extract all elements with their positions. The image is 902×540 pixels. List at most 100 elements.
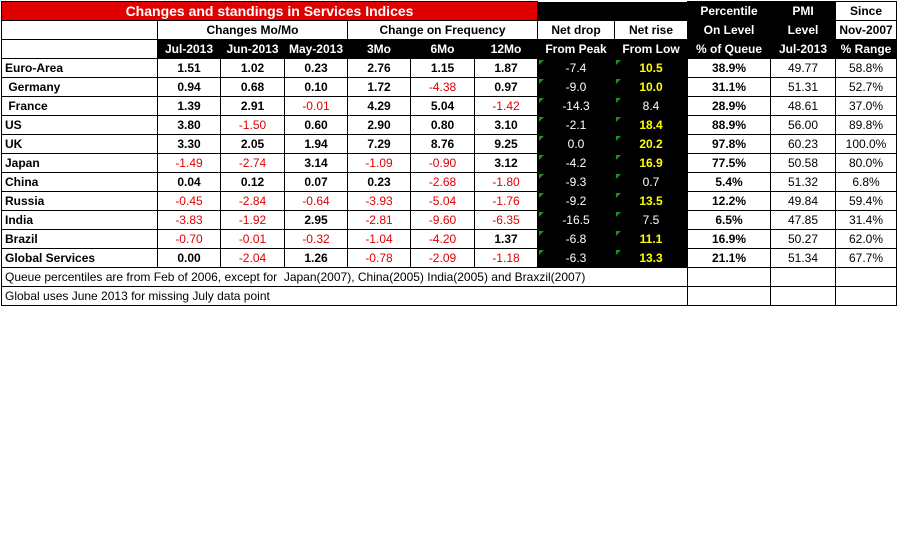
percentile-value: 77.5% — [687, 153, 771, 173]
header-net-drop: Net drop — [537, 20, 615, 40]
change-value: 5.04 — [410, 96, 475, 116]
net-rise-value: 18.4 — [614, 115, 688, 135]
header-blank — [614, 1, 688, 21]
change-value: 3.14 — [284, 153, 348, 173]
pmi-value: 48.61 — [770, 96, 836, 116]
change-value: -2.68 — [410, 172, 475, 192]
change-value: 3.30 — [157, 134, 221, 154]
column-header: % Range — [835, 39, 897, 59]
empty-cell — [835, 267, 897, 287]
change-value: 0.12 — [220, 172, 285, 192]
net-drop-value: -9.0 — [537, 77, 615, 97]
net-rise-value: 13.3 — [614, 248, 688, 268]
range-value: 58.8% — [835, 58, 897, 78]
table-row: Japan -1.49 -2.74 3.14 -1.09 -0.90 3.12 -4.2 16.… — [1, 153, 897, 173]
net-drop-value: -4.2 — [537, 153, 615, 173]
region-name: India — [1, 210, 158, 230]
column-header: From Peak — [537, 39, 615, 59]
net-rise-value: 20.2 — [614, 134, 688, 154]
header-since-date: Nov-2007 — [835, 20, 897, 40]
change-value: 1.51 — [157, 58, 221, 78]
column-header: Jul-2013 — [157, 39, 221, 59]
percentile-value: 21.1% — [687, 248, 771, 268]
column-header: Jul-2013 — [770, 39, 836, 59]
change-value: 0.07 — [284, 172, 348, 192]
change-value: -2.09 — [410, 248, 475, 268]
change-value: -1.04 — [347, 229, 411, 249]
percentile-value: 97.8% — [687, 134, 771, 154]
percentile-value: 6.5% — [687, 210, 771, 230]
change-value: -1.76 — [474, 191, 538, 211]
header-pmi: PMI — [770, 1, 836, 21]
change-value: -0.70 — [157, 229, 221, 249]
percentile-value: 12.2% — [687, 191, 771, 211]
column-header: 3Mo — [347, 39, 411, 59]
change-value: -5.04 — [410, 191, 475, 211]
change-value: 2.91 — [220, 96, 285, 116]
region-name: China — [1, 172, 158, 192]
table-row: Global Services 0.00 -2.04 1.26 -0.78 -2.09 -1… — [1, 248, 897, 268]
region-name: UK — [1, 134, 158, 154]
net-drop-value: -9.3 — [537, 172, 615, 192]
change-value: 0.94 — [157, 77, 221, 97]
header-level: Level — [770, 20, 836, 40]
change-value: 2.90 — [347, 115, 411, 135]
column-header: Jun-2013 — [220, 39, 285, 59]
table-row: France 1.39 2.91 -0.01 4.29 5.04 -1.42 -14.3 8.4… — [1, 96, 897, 116]
change-value: 9.25 — [474, 134, 538, 154]
column-header: 6Mo — [410, 39, 475, 59]
change-value: 2.05 — [220, 134, 285, 154]
range-value: 31.4% — [835, 210, 897, 230]
range-value: 100.0% — [835, 134, 897, 154]
range-value: 80.0% — [835, 153, 897, 173]
pmi-value: 47.85 — [770, 210, 836, 230]
change-value: -1.18 — [474, 248, 538, 268]
region-name: US — [1, 115, 158, 135]
region-name: Global Services — [1, 248, 158, 268]
table-row: US 3.80 -1.50 0.60 2.90 0.80 3.10 -2.1 18.4 88.9%… — [1, 115, 897, 135]
change-value: 8.76 — [410, 134, 475, 154]
range-value: 62.0% — [835, 229, 897, 249]
percentile-value: 16.9% — [687, 229, 771, 249]
change-value: 0.80 — [410, 115, 475, 135]
header-change-frequency: Change on Frequency — [347, 20, 538, 40]
region-name: Japan — [1, 153, 158, 173]
footnote: Queue percentiles are from Feb of 2006, … — [1, 267, 688, 287]
change-value: 0.23 — [347, 172, 411, 192]
change-value: -3.93 — [347, 191, 411, 211]
region-name: France — [1, 96, 158, 116]
empty-cell — [770, 267, 836, 287]
range-value: 37.0% — [835, 96, 897, 116]
net-rise-value: 10.0 — [614, 77, 688, 97]
pmi-value: 51.34 — [770, 248, 836, 268]
change-value: -0.45 — [157, 191, 221, 211]
header-blank — [1, 20, 158, 40]
percentile-value: 5.4% — [687, 172, 771, 192]
change-value: -1.80 — [474, 172, 538, 192]
table-row: India -3.83 -1.92 2.95 -2.81 -9.60 -6.35 -16.5 7… — [1, 210, 897, 230]
header-net-rise: Net rise — [614, 20, 688, 40]
change-value: 0.60 — [284, 115, 348, 135]
change-value: 4.29 — [347, 96, 411, 116]
empty-cell — [770, 286, 836, 306]
change-value: 3.12 — [474, 153, 538, 173]
net-drop-value: -2.1 — [537, 115, 615, 135]
range-value: 59.4% — [835, 191, 897, 211]
net-drop-value: -14.3 — [537, 96, 615, 116]
change-value: -2.84 — [220, 191, 285, 211]
change-value: 3.10 — [474, 115, 538, 135]
change-value: -2.81 — [347, 210, 411, 230]
column-header: % of Queue — [687, 39, 771, 59]
net-drop-value: -7.4 — [537, 58, 615, 78]
net-rise-value: 16.9 — [614, 153, 688, 173]
change-value: 0.97 — [474, 77, 538, 97]
table-row: Russia -0.45 -2.84 -0.64 -3.93 -5.04 -1.76 -9.2… — [1, 191, 897, 211]
change-value: 2.95 — [284, 210, 348, 230]
region-name: Russia — [1, 191, 158, 211]
change-value: 0.04 — [157, 172, 221, 192]
table-row: China 0.04 0.12 0.07 0.23 -2.68 -1.80 -9.3 0.7 5.… — [1, 172, 897, 192]
change-value: 0.00 — [157, 248, 221, 268]
footnote: Global uses June 2013 for missing July d… — [1, 286, 688, 306]
net-rise-value: 10.5 — [614, 58, 688, 78]
header-blank — [537, 1, 615, 21]
